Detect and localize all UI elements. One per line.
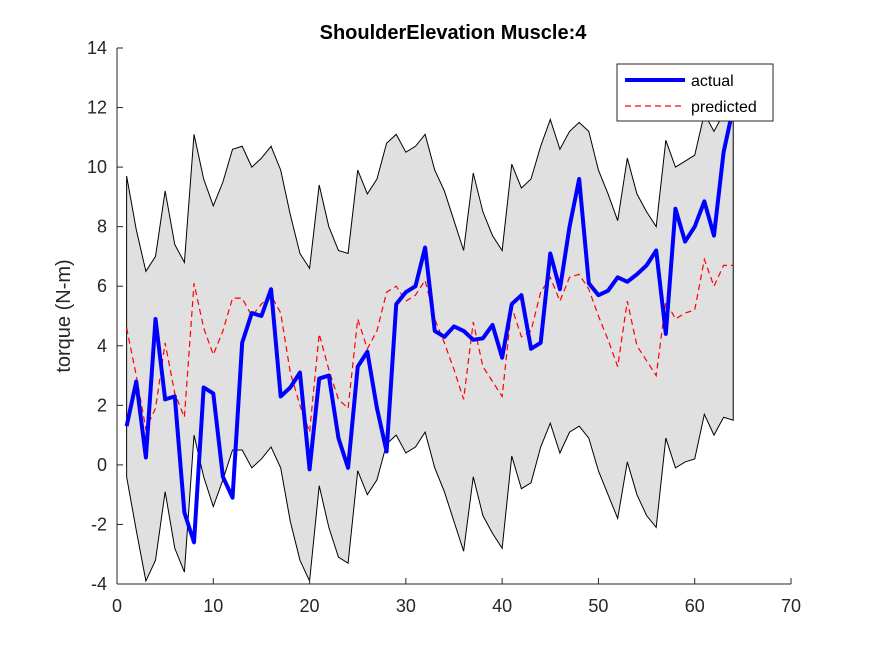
uncertainty-band [126,112,734,583]
y-tick-label: -2 [91,514,107,534]
y-tick-label: 14 [87,38,107,58]
y-tick-label: 12 [87,98,107,118]
y-tick-label: 8 [97,217,107,237]
y-axis-title: torque (N-m) [53,259,75,372]
legend-box [616,63,774,122]
x-tick-label: 10 [203,596,223,616]
chart-title: ShoulderElevation Muscle:4 [320,22,588,44]
y-tick-label: 2 [97,395,107,415]
legend-predicted-label: predicted [691,99,757,116]
x-ticks: 0 10 20 30 40 50 60 70 [112,578,801,616]
x-tick-label: 30 [396,596,416,616]
axes: 0 10 20 30 40 50 60 70 -4 -2 0 2 4 6 8 10 12 14 [87,38,801,616]
x-tick-label: 60 [685,596,705,616]
x-tick-label: 0 [112,596,122,616]
x-tick-label: 50 [588,596,608,616]
y-tick-label: 10 [87,157,107,177]
legend: actual predicted [616,63,774,122]
y-tick-label: 4 [97,336,107,356]
actual-line [124,107,736,545]
legend-actual-label: actual [691,73,734,90]
y-tick-label: 6 [97,276,107,296]
plot-area [117,48,791,584]
x-tick-label: 20 [300,596,320,616]
y-ticks: -4 -2 0 2 4 6 8 10 12 14 [87,38,123,594]
y-tick-label: 0 [97,455,107,475]
y-tick-label: -4 [91,574,107,594]
predicted-line [126,257,734,433]
x-tick-label: 70 [781,596,801,616]
x-tick-label: 40 [492,596,512,616]
